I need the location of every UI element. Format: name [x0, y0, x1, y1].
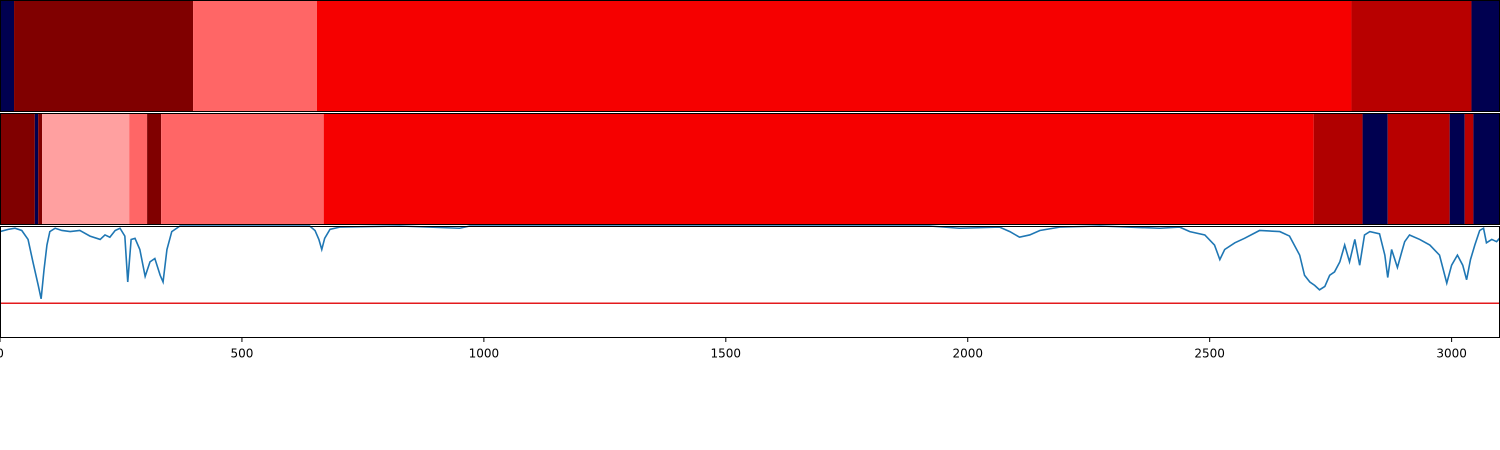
segment	[161, 113, 324, 225]
segment	[1473, 113, 1500, 225]
segment	[323, 113, 1314, 225]
segment	[0, 113, 35, 225]
segment	[38, 113, 43, 225]
x-tick-label: 2000	[952, 347, 983, 361]
score-line	[0, 225, 1500, 299]
x-tick-label: 1000	[469, 347, 500, 361]
segment	[1313, 113, 1363, 225]
segment	[1449, 113, 1465, 225]
segment	[14, 0, 194, 112]
segment	[34, 113, 39, 225]
segment	[1464, 113, 1474, 225]
x-tick-label: 0	[0, 347, 4, 361]
x-tick-label: 500	[230, 347, 253, 361]
segment	[129, 113, 148, 225]
segment	[1387, 113, 1450, 225]
segment	[147, 113, 162, 225]
x-tick-label: 2500	[1194, 347, 1225, 361]
panel-frame	[0, 226, 1500, 338]
segment	[1362, 113, 1388, 225]
segment	[0, 0, 15, 112]
segment	[1351, 0, 1472, 112]
x-tick-label: 3000	[1436, 347, 1467, 361]
segment	[193, 0, 317, 112]
x-tick-label: 1500	[711, 347, 742, 361]
segment	[42, 113, 130, 225]
segment	[1471, 0, 1500, 112]
segment	[316, 0, 1352, 112]
